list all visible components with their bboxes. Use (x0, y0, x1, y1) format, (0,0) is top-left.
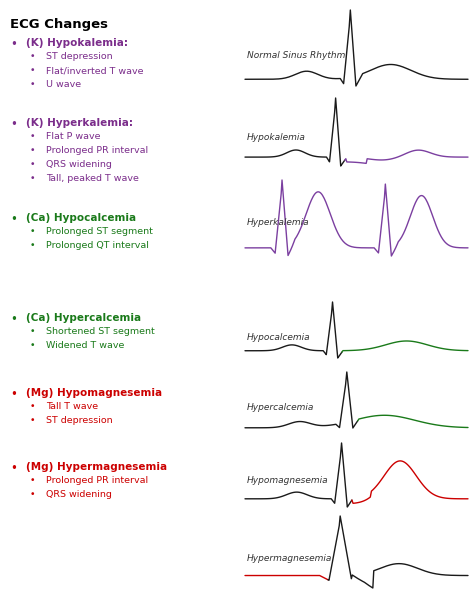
Text: ST depression: ST depression (46, 416, 113, 425)
Text: Tall, peaked T wave: Tall, peaked T wave (46, 174, 139, 183)
Text: Flat P wave: Flat P wave (46, 132, 100, 141)
Text: Prolonged PR interval: Prolonged PR interval (46, 476, 148, 485)
Text: •: • (30, 416, 36, 425)
Text: •: • (30, 490, 36, 499)
Text: •: • (30, 227, 36, 236)
Text: •: • (30, 402, 36, 411)
Text: •: • (30, 476, 36, 485)
Text: (K) Hypokalemia:: (K) Hypokalemia: (26, 38, 128, 48)
Text: ST depression: ST depression (46, 52, 113, 61)
Text: Flat/inverted T wave: Flat/inverted T wave (46, 66, 144, 75)
Text: •: • (30, 132, 36, 141)
Text: •: • (30, 52, 36, 61)
Text: •: • (10, 388, 17, 401)
Text: •: • (30, 327, 36, 336)
Text: •: • (10, 213, 17, 226)
Text: •: • (30, 80, 36, 89)
Text: Prolonged QT interval: Prolonged QT interval (46, 241, 149, 250)
Text: Hypokalemia: Hypokalemia (247, 133, 306, 142)
Text: (Mg) Hypermagnesemia: (Mg) Hypermagnesemia (26, 462, 167, 472)
Text: (Ca) Hypercalcemia: (Ca) Hypercalcemia (26, 313, 141, 323)
Text: Hypermagnesemia: Hypermagnesemia (247, 554, 332, 563)
Text: Hypomagnesemia: Hypomagnesemia (247, 476, 328, 485)
Text: •: • (30, 160, 36, 169)
Text: Tall T wave: Tall T wave (46, 402, 98, 411)
Text: •: • (30, 341, 36, 350)
Text: Prolonged ST segment: Prolonged ST segment (46, 227, 153, 236)
Text: Hyperkalemia: Hyperkalemia (247, 218, 310, 227)
Text: •: • (10, 118, 17, 131)
Text: •: • (10, 38, 17, 51)
Text: ECG Changes: ECG Changes (10, 18, 108, 31)
Text: •: • (10, 313, 17, 326)
Text: •: • (30, 66, 36, 75)
Text: (K) Hyperkalemia:: (K) Hyperkalemia: (26, 118, 133, 128)
Text: (Mg) Hypomagnesemia: (Mg) Hypomagnesemia (26, 388, 162, 398)
Text: •: • (30, 241, 36, 250)
Text: Hypocalcemia: Hypocalcemia (247, 333, 310, 342)
Text: Prolonged PR interval: Prolonged PR interval (46, 146, 148, 155)
Text: Widened T wave: Widened T wave (46, 341, 124, 350)
Text: QRS widening: QRS widening (46, 490, 112, 499)
Text: (Ca) Hypocalcemia: (Ca) Hypocalcemia (26, 213, 136, 223)
Text: •: • (10, 462, 17, 475)
Text: •: • (30, 174, 36, 183)
Text: U wave: U wave (46, 80, 81, 89)
Text: Normal Sinus Rhythm: Normal Sinus Rhythm (247, 51, 346, 60)
Text: QRS widening: QRS widening (46, 160, 112, 169)
Text: Shortened ST segment: Shortened ST segment (46, 327, 155, 336)
Text: Hypercalcemia: Hypercalcemia (247, 403, 314, 412)
Text: •: • (30, 146, 36, 155)
